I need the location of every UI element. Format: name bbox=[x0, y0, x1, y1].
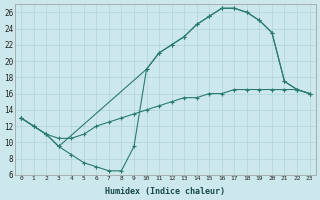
X-axis label: Humidex (Indice chaleur): Humidex (Indice chaleur) bbox=[105, 187, 225, 196]
